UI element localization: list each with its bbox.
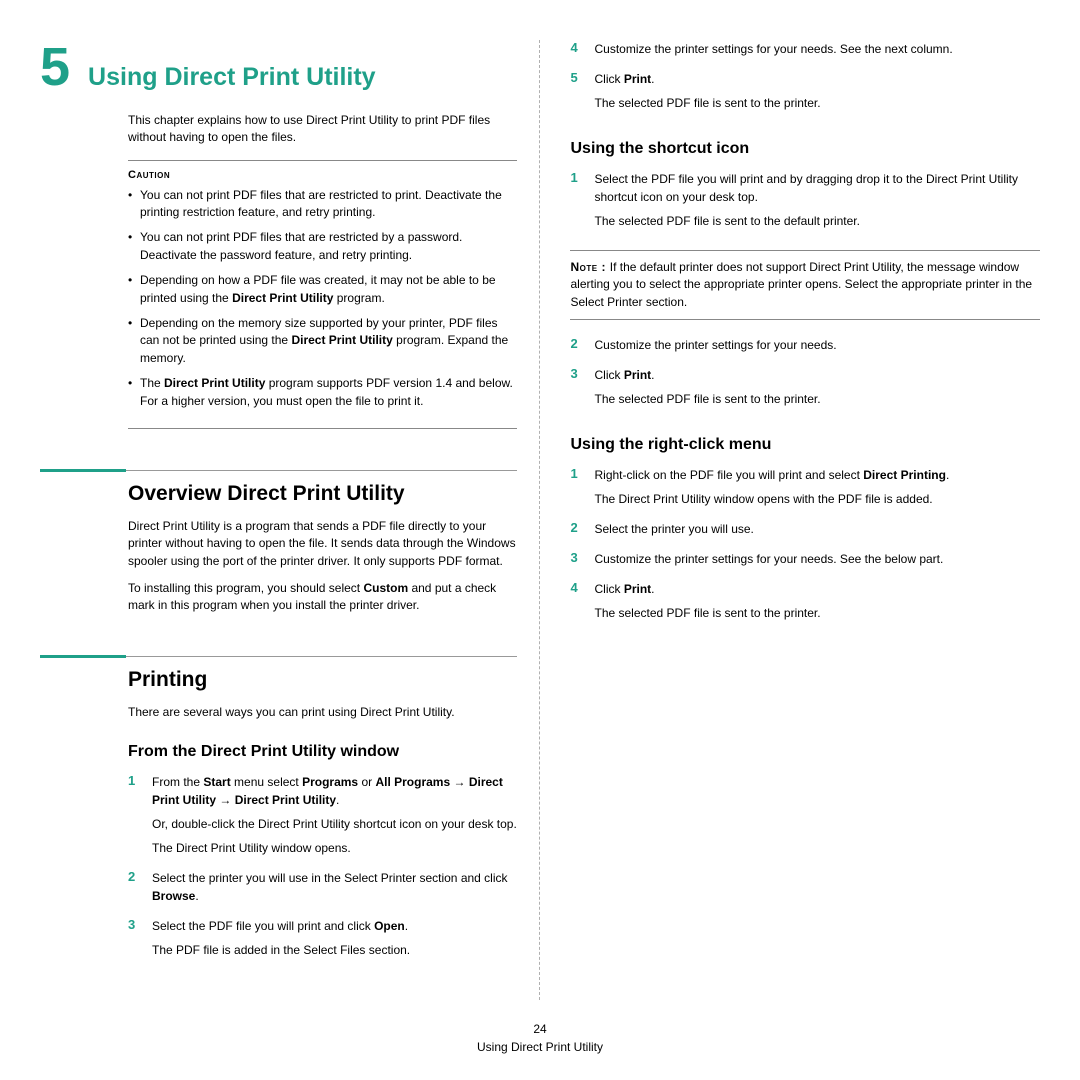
step-body: Click Print.The selected PDF file is sen… xyxy=(594,366,1040,414)
caution-label: Caution xyxy=(128,169,517,181)
section-rule xyxy=(40,655,517,658)
step-item: 3 Customize the printer settings for your… xyxy=(570,550,1040,574)
printing-intro: There are several ways you can print usi… xyxy=(128,704,517,721)
left-column: 5 Using Direct Print Utility This chapte… xyxy=(40,40,537,1000)
step-item: 2Select the printer you will use in the … xyxy=(128,869,517,911)
caution-item: Depending on how a PDF file was created,… xyxy=(128,272,517,307)
step-item: 3Click Print.The selected PDF file is se… xyxy=(570,366,1040,414)
overview-p1: Direct Print Utility is a program that s… xyxy=(128,518,517,570)
step-item: 1Select the PDF file you will print and … xyxy=(570,170,1040,236)
caution-item: You can not print PDF files that are res… xyxy=(128,229,517,264)
chapter-number: 5 xyxy=(40,40,70,94)
rule-gray xyxy=(126,470,517,471)
step-body: Customize the printer settings for your … xyxy=(594,40,1040,64)
caution-list: You can not print PDF files that are res… xyxy=(128,187,517,410)
step-body: Select the PDF file you will print and b… xyxy=(594,170,1040,236)
step-number: 1 xyxy=(128,773,142,863)
caution-item: Depending on the memory size supported b… xyxy=(128,315,517,367)
caution-item: You can not print PDF files that are res… xyxy=(128,187,517,222)
note-label: Note : xyxy=(570,260,609,274)
step-item: 1From the Start menu select Programs or … xyxy=(128,773,517,863)
steps-rightclick: 1Right-click on the PDF file you will pr… xyxy=(570,466,1040,628)
step-number: 1 xyxy=(570,466,584,514)
caution-block: Caution You can not print PDF files that… xyxy=(128,160,517,429)
heading-overview: Overview Direct Print Utility xyxy=(128,482,517,506)
step-body: From the Start menu select Programs or A… xyxy=(152,773,517,863)
step-body: Select the printer you will use. xyxy=(594,520,1040,544)
section-overview: Overview Direct Print Utility xyxy=(40,469,517,506)
page-footer: 24 Using Direct Print Utility xyxy=(0,1020,1080,1056)
step-body: Right-click on the PDF file you will pri… xyxy=(594,466,1040,514)
steps-from-window-cont: 4 Customize the printer settings for your… xyxy=(570,40,1040,118)
step-body: Click Print.The selected PDF file is sen… xyxy=(594,70,1040,118)
note-text: If the default printer does not support … xyxy=(570,260,1032,309)
step-item: 2 Customize the printer settings for your… xyxy=(570,336,1040,360)
section-rule xyxy=(40,469,517,472)
step-item: 5Click Print.The selected PDF file is se… xyxy=(570,70,1040,118)
step-number: 2 xyxy=(128,869,142,911)
step-body: Select the PDF file you will print and c… xyxy=(152,917,517,965)
page-number: 24 xyxy=(0,1020,1080,1038)
chapter-header: 5 Using Direct Print Utility xyxy=(40,40,517,94)
step-item: 1Right-click on the PDF file you will pr… xyxy=(570,466,1040,514)
chapter-title: Using Direct Print Utility xyxy=(88,64,376,92)
step-number: 3 xyxy=(570,550,584,574)
step-body: Customize the printer settings for your … xyxy=(594,336,1040,360)
step-number: 3 xyxy=(128,917,142,965)
steps-from-window: 1From the Start menu select Programs or … xyxy=(128,773,517,965)
step-item: 2 Select the printer you will use. xyxy=(570,520,1040,544)
rule-gray xyxy=(126,656,517,657)
caution-item: The Direct Print Utility program support… xyxy=(128,375,517,410)
step-number: 4 xyxy=(570,40,584,64)
step-body: Click Print.The selected PDF file is sen… xyxy=(594,580,1040,628)
right-column: 4 Customize the printer settings for your… xyxy=(542,40,1040,1000)
step-number: 3 xyxy=(570,366,584,414)
running-title: Using Direct Print Utility xyxy=(0,1038,1080,1056)
overview-p2: To installing this program, you should s… xyxy=(128,580,517,615)
step-number: 2 xyxy=(570,336,584,360)
step-body: Customize the printer settings for your … xyxy=(594,550,1040,574)
step-item: 3Select the PDF file you will print and … xyxy=(128,917,517,965)
steps-shortcut-1: 1Select the PDF file you will print and … xyxy=(570,170,1040,236)
step-number: 2 xyxy=(570,520,584,544)
document-page: 5 Using Direct Print Utility This chapte… xyxy=(0,0,1080,1000)
heading-printing: Printing xyxy=(128,668,517,692)
step-number: 1 xyxy=(570,170,584,236)
note-block: Note : If the default printer does not s… xyxy=(570,250,1040,320)
step-item: 4 Customize the printer settings for your… xyxy=(570,40,1040,64)
subheading-rightclick: Using the right-click menu xyxy=(570,436,1040,454)
step-number: 4 xyxy=(570,580,584,628)
step-number: 5 xyxy=(570,70,584,118)
step-body: Select the printer you will use in the S… xyxy=(152,869,517,911)
column-divider xyxy=(539,40,540,1000)
steps-shortcut-2: 2 Customize the printer settings for your… xyxy=(570,336,1040,414)
section-printing: Printing xyxy=(40,655,517,692)
step-item: 4Click Print.The selected PDF file is se… xyxy=(570,580,1040,628)
chapter-intro: This chapter explains how to use Direct … xyxy=(128,112,517,146)
subheading-shortcut: Using the shortcut icon xyxy=(570,140,1040,158)
rule-accent xyxy=(40,655,126,658)
subheading-from-window: From the Direct Print Utility window xyxy=(128,743,517,761)
rule-accent xyxy=(40,469,126,472)
